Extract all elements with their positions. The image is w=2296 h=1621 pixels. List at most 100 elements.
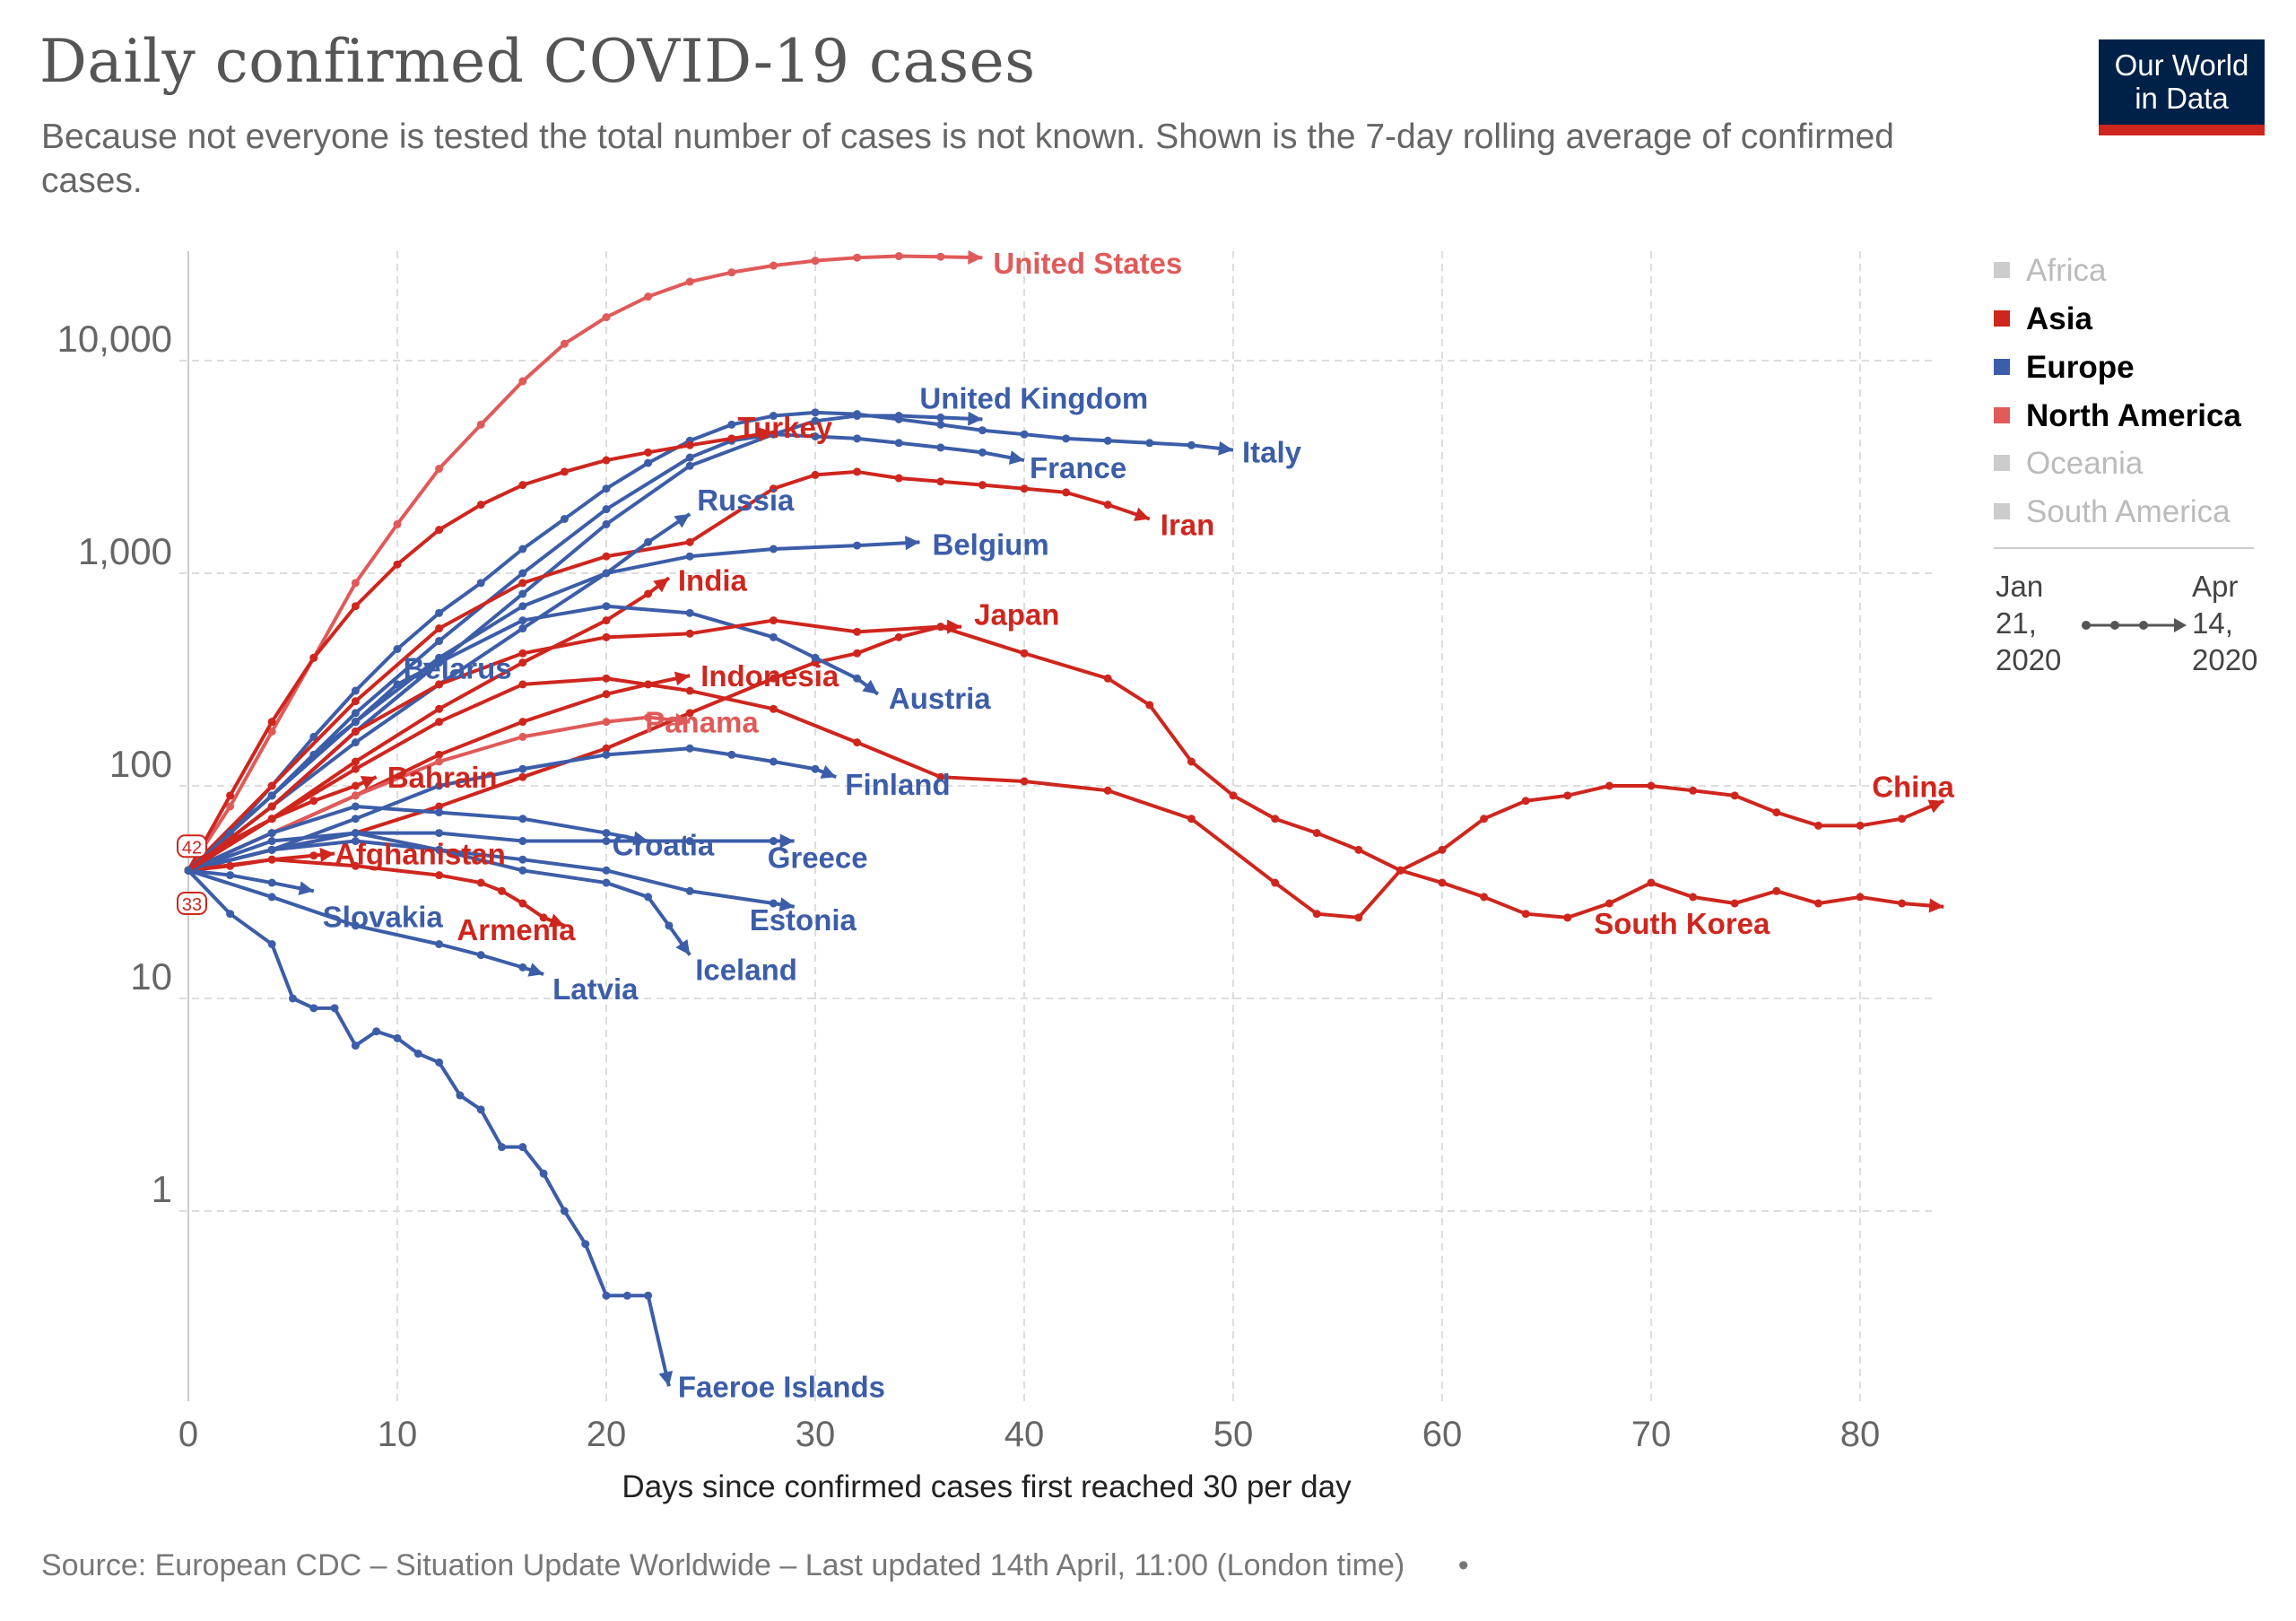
legend-item-south-america[interactable]: South America bbox=[1994, 494, 2231, 530]
series-end-arrow bbox=[658, 1370, 674, 1387]
data-point bbox=[727, 434, 736, 443]
data-point bbox=[1563, 913, 1572, 922]
data-point bbox=[602, 505, 611, 514]
legend-item-asia[interactable]: Asia bbox=[1994, 301, 2092, 337]
series-end-arrow bbox=[778, 897, 795, 912]
data-point bbox=[1020, 484, 1029, 493]
legend-item-africa[interactable]: Africa bbox=[1994, 253, 2106, 289]
owid-logo[interactable]: Our World in Data bbox=[2099, 39, 2265, 135]
data-point bbox=[351, 781, 360, 790]
data-point bbox=[665, 921, 674, 930]
data-point bbox=[1480, 815, 1489, 824]
data-point bbox=[226, 791, 235, 800]
data-point bbox=[518, 772, 527, 781]
x-tick-label: 30 bbox=[796, 1415, 836, 1454]
data-point bbox=[539, 913, 548, 922]
series-label-afghanistan: Afghanistan bbox=[335, 838, 506, 871]
data-point bbox=[413, 1050, 422, 1059]
data-point bbox=[476, 951, 485, 960]
legend-item-oceania[interactable]: Oceania bbox=[1994, 446, 2143, 482]
data-point bbox=[1312, 910, 1321, 919]
data-point bbox=[853, 738, 862, 747]
data-point bbox=[518, 732, 527, 741]
y-tick-label: 10,000 bbox=[57, 318, 172, 360]
series-label-slovakia: Slovakia bbox=[323, 900, 444, 933]
series-label-china: China bbox=[1872, 771, 1954, 804]
data-point bbox=[581, 1240, 590, 1249]
data-point bbox=[602, 456, 611, 465]
data-point bbox=[351, 791, 360, 800]
data-point bbox=[518, 579, 527, 588]
data-point bbox=[351, 697, 360, 706]
data-point bbox=[602, 313, 611, 322]
logo-line-1: Our World bbox=[2114, 48, 2249, 82]
data-point bbox=[184, 866, 193, 875]
x-tick-label: 80 bbox=[1840, 1415, 1881, 1454]
data-point bbox=[309, 1004, 318, 1013]
data-point bbox=[644, 1291, 653, 1300]
series-label-iran: Iran bbox=[1161, 509, 1215, 542]
data-point bbox=[769, 632, 778, 641]
series-label-belgium: Belgium bbox=[933, 527, 1049, 561]
data-point bbox=[226, 871, 235, 880]
data-point bbox=[685, 440, 694, 449]
data-point bbox=[811, 408, 820, 417]
data-point bbox=[1187, 757, 1196, 766]
data-point bbox=[435, 608, 444, 617]
data-point bbox=[498, 1143, 506, 1152]
legend-item-europe[interactable]: Europe bbox=[1994, 350, 2135, 386]
series-line bbox=[187, 410, 1234, 872]
data-point bbox=[351, 802, 360, 811]
series-russia bbox=[184, 512, 691, 875]
data-point bbox=[518, 815, 527, 824]
data-point bbox=[1813, 821, 1822, 830]
data-point bbox=[267, 940, 276, 949]
series-united-states bbox=[184, 249, 983, 875]
data-point bbox=[518, 481, 527, 490]
time-end-day: 14, bbox=[2192, 606, 2233, 640]
data-point bbox=[602, 616, 611, 625]
data-point bbox=[518, 545, 527, 553]
data-point bbox=[644, 589, 653, 598]
series-end-arrow bbox=[674, 671, 691, 686]
data-point bbox=[685, 686, 694, 695]
series-end-arrow bbox=[298, 881, 314, 896]
data-point bbox=[769, 674, 778, 683]
data-point bbox=[1103, 501, 1112, 510]
data-point bbox=[539, 1169, 548, 1178]
data-point bbox=[769, 261, 778, 270]
data-point bbox=[1271, 878, 1280, 887]
series-end-arrow bbox=[862, 679, 878, 694]
data-point bbox=[1772, 808, 1781, 817]
series-end-arrow bbox=[968, 249, 983, 265]
data-point bbox=[853, 467, 862, 476]
data-point bbox=[685, 886, 694, 895]
data-point bbox=[685, 608, 694, 617]
series-end-arrow bbox=[527, 963, 544, 977]
data-point bbox=[602, 632, 611, 641]
legend-item-north-america[interactable]: North America bbox=[1994, 398, 2241, 434]
series-end-arrow bbox=[675, 938, 691, 955]
series-layer bbox=[184, 249, 1944, 1387]
logo-accent-bar bbox=[2099, 125, 2265, 135]
series-end-arrow bbox=[758, 427, 774, 442]
series-armenia bbox=[184, 855, 566, 928]
data-point bbox=[769, 757, 778, 766]
time-range-start[interactable]: Jan 21, 2020 bbox=[1996, 568, 2061, 678]
data-point bbox=[1856, 821, 1865, 830]
time-range-end[interactable]: Apr 14, 2020 bbox=[2192, 568, 2257, 678]
data-point bbox=[1689, 786, 1698, 795]
data-point bbox=[309, 653, 318, 662]
series-label-russia: Russia bbox=[697, 484, 795, 517]
data-point bbox=[853, 649, 862, 658]
data-point bbox=[435, 808, 444, 817]
data-point bbox=[1062, 488, 1071, 497]
data-point bbox=[769, 412, 778, 421]
data-point bbox=[602, 878, 611, 887]
data-point bbox=[1271, 815, 1280, 824]
data-point bbox=[1103, 674, 1112, 683]
series-label-iceland: Iceland bbox=[695, 954, 797, 987]
start-marker-badge bbox=[177, 892, 207, 916]
data-point bbox=[602, 690, 611, 699]
